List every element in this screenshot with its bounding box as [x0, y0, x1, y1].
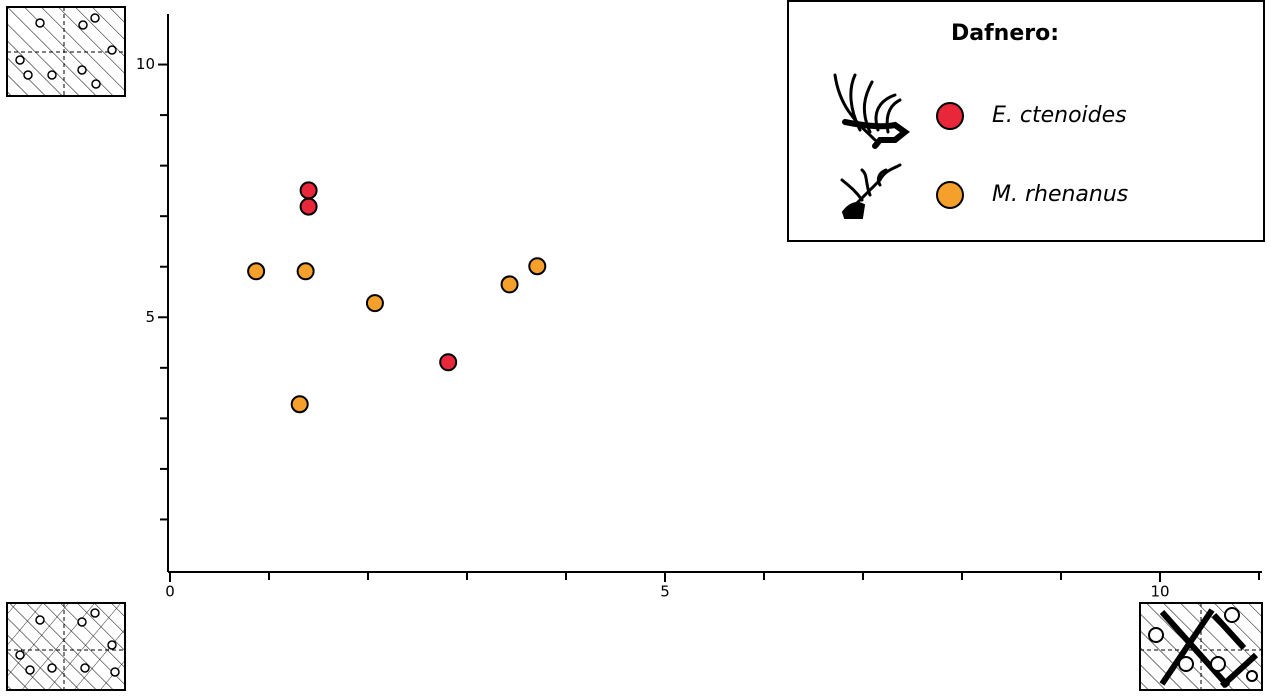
corner-pattern	[6, 6, 126, 97]
legend-marker	[936, 181, 964, 209]
legend-label: M. rhenanus	[992, 182, 1128, 207]
point	[439, 353, 458, 372]
legend-marker	[936, 102, 964, 130]
point	[528, 257, 547, 276]
x-tick-label: 10	[1150, 583, 1169, 601]
point	[247, 262, 266, 281]
x-tick-label: 0	[165, 583, 175, 601]
y-tick-label: 10	[136, 55, 155, 73]
silhouette	[833, 73, 911, 219]
point	[299, 197, 318, 216]
corner-pattern	[1139, 602, 1263, 691]
point	[299, 181, 318, 200]
corner-pattern	[6, 602, 126, 691]
legend-title: Dafnero:	[951, 21, 1059, 46]
legend: Dafnero:	[787, 0, 1265, 242]
point	[290, 395, 309, 414]
point	[365, 294, 384, 313]
point	[296, 262, 315, 281]
legend-label: E. ctenoides	[992, 103, 1127, 128]
y-tick-label: 5	[145, 308, 155, 326]
point	[500, 275, 519, 294]
x-tick-label: 5	[660, 583, 670, 601]
